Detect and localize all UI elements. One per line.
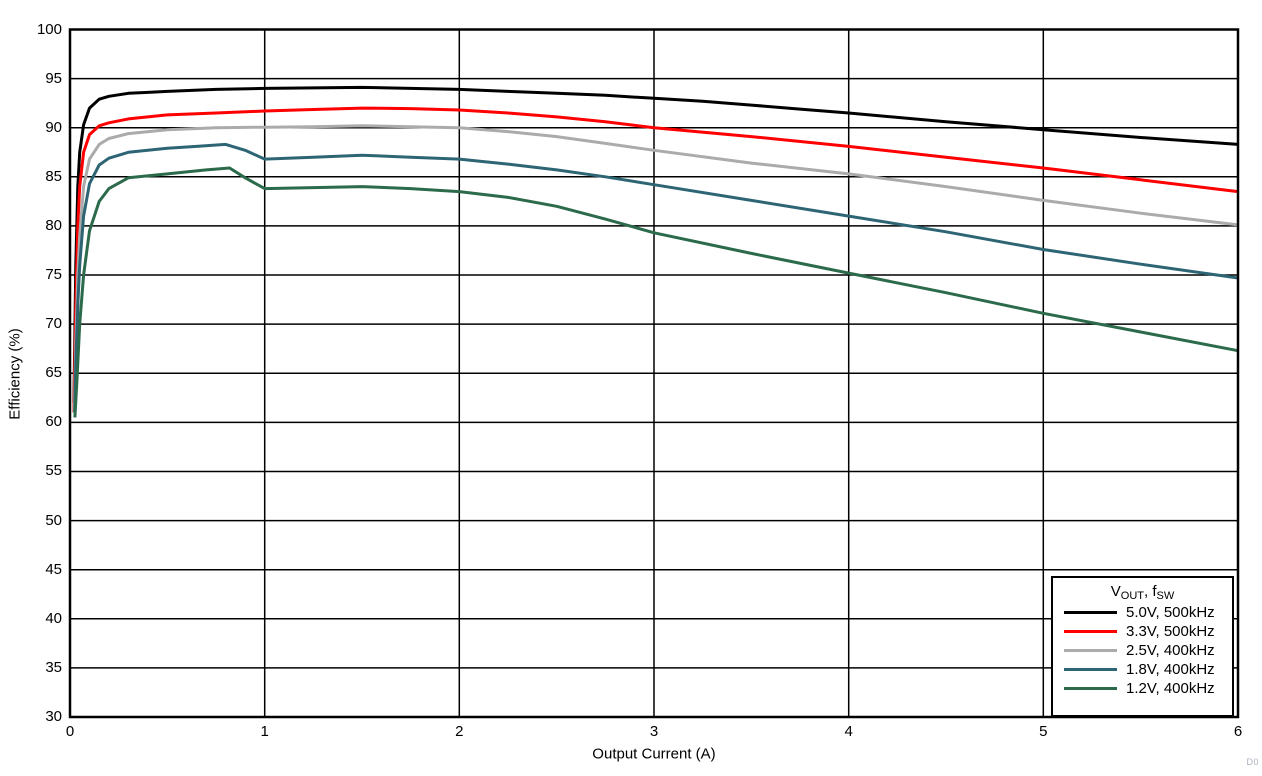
- y-axis-title: Efficiency (%): [6, 328, 24, 420]
- y-tick-label-90: 90: [45, 118, 62, 136]
- legend-title: VOUT, fSW: [1053, 581, 1232, 602]
- x-tick-label-0: 0: [65, 723, 75, 740]
- legend-swatch-2: [1064, 649, 1117, 652]
- y-tick-label-40: 40: [45, 609, 62, 627]
- legend-swatch-1: [1064, 630, 1117, 633]
- series-line-4: [73, 166, 1239, 418]
- legend-swatch-3: [1064, 668, 1117, 671]
- y-tick-label-60: 60: [45, 413, 62, 431]
- legend-title-text: , f: [1144, 583, 1157, 600]
- y-tick-label-75: 75: [45, 266, 62, 284]
- x-tick-label-6: 6: [1233, 723, 1243, 740]
- series-line-2: [72, 124, 1239, 413]
- series-curves: [72, 85, 1239, 418]
- legend-item-0: 5.0V, 500kHz: [1053, 603, 1232, 622]
- figure-id-watermark: D0: [1246, 757, 1259, 767]
- y-tick-label-55: 55: [45, 462, 62, 480]
- y-tick-label-95: 95: [45, 69, 62, 87]
- legend-box: VOUT, fSW 5.0V, 500kHz 3.3V, 500kHz 2.5V, …: [1051, 576, 1234, 717]
- legend-item-3: 1.8V, 400kHz: [1053, 660, 1232, 679]
- legend-label-3: 1.8V, 400kHz: [1126, 661, 1215, 678]
- legend-swatch-4: [1064, 687, 1117, 690]
- series-line-0: [72, 85, 1239, 403]
- legend-label-1: 3.3V, 500kHz: [1126, 623, 1215, 640]
- x-tick-label-2: 2: [455, 723, 464, 740]
- y-tick-label-100: 100: [36, 20, 62, 38]
- legend-label-0: 5.0V, 500kHz: [1126, 604, 1215, 621]
- plot-frame: [68, 28, 1240, 719]
- legend-title-subscript: OUT: [1120, 590, 1144, 602]
- y-tick-label-30: 30: [45, 708, 62, 725]
- y-tick-label-70: 70: [45, 315, 62, 333]
- legend-item-4: 1.2V, 400kHz: [1053, 679, 1232, 698]
- legend-rows: 5.0V, 500kHz 3.3V, 500kHz 2.5V, 400kHz 1.8V…: [1053, 603, 1232, 698]
- x-tick-label-3: 3: [649, 723, 659, 740]
- y-tick-label-45: 45: [45, 560, 62, 578]
- y-tick-label-35: 35: [45, 658, 62, 676]
- series-line-3: [73, 142, 1239, 413]
- x-axis-title: Output Current (A): [592, 745, 716, 763]
- legend-item-1: 3.3V, 500kHz: [1053, 622, 1232, 641]
- legend-title-text: V: [1110, 583, 1121, 600]
- y-tick-label-50: 50: [45, 511, 62, 529]
- legend-label-4: 1.2V, 400kHz: [1126, 680, 1215, 697]
- x-tick-label-4: 4: [844, 723, 853, 740]
- series-line-1: [72, 106, 1239, 413]
- legend-item-2: 2.5V, 400kHz: [1053, 641, 1232, 660]
- legend-title-subscript: SW: [1156, 590, 1175, 602]
- legend-swatch-0: [1064, 611, 1117, 614]
- y-tick-label-85: 85: [45, 167, 62, 185]
- x-tick-label-1: 1: [260, 723, 269, 740]
- y-tick-label-65: 65: [45, 364, 62, 382]
- y-tick-label-80: 80: [45, 216, 62, 234]
- legend-label-2: 2.5V, 400kHz: [1126, 642, 1215, 659]
- x-tick-label-5: 5: [1039, 723, 1048, 740]
